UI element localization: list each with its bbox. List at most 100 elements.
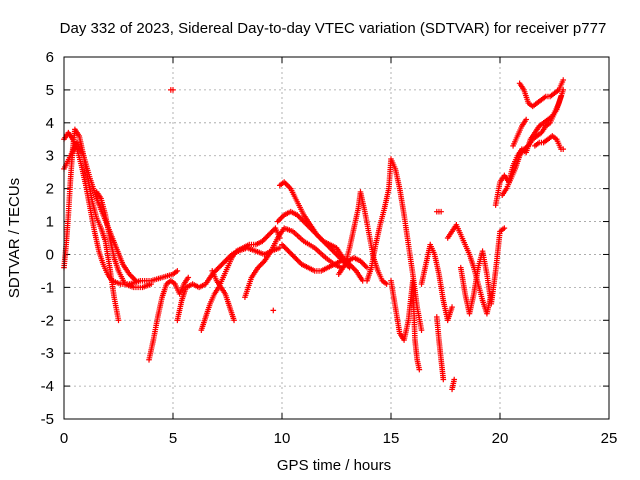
data-point-marker	[360, 260, 366, 267]
series-track-g	[198, 225, 283, 333]
data-point-marker	[218, 262, 225, 268]
series-track-x	[499, 87, 567, 199]
data-point-marker	[318, 235, 324, 242]
tick-labels: 0 5 10 15 20 25 -5 -4 -3 -2 -1 0 1 2 3 4 5 6	[41, 49, 618, 447]
data-point-marker	[268, 229, 275, 235]
series-track-aa	[532, 133, 567, 152]
data-point-marker	[259, 260, 265, 267]
data-point-marker	[283, 245, 289, 252]
data-point-marker	[219, 260, 226, 267]
data-point-marker	[560, 77, 567, 83]
series-track-y	[510, 116, 529, 149]
series-track-b	[61, 129, 181, 287]
data-point-marker	[217, 263, 223, 270]
data-point-marker	[129, 274, 135, 280]
data-point-marker	[292, 254, 298, 261]
data-point-marker	[185, 274, 192, 281]
y-tick-label: 2	[46, 181, 54, 198]
data-point-marker	[277, 216, 284, 222]
data-point-marker	[316, 234, 323, 241]
data-point-marker	[133, 277, 139, 284]
y-tick-label: -1	[41, 279, 54, 296]
data-point-marker	[266, 231, 272, 238]
data-point-marker	[148, 281, 154, 287]
x-tick-label: 20	[492, 430, 509, 447]
y-tick-label: -4	[41, 378, 54, 395]
data-point-marker	[289, 252, 296, 258]
data-point-marker	[449, 304, 455, 310]
y-tick-label: 5	[46, 82, 54, 99]
data-point-marker	[440, 376, 447, 383]
data-point-marker	[281, 244, 288, 251]
series-track-t	[449, 376, 458, 393]
data-point-marker	[346, 264, 353, 271]
data-point-marker	[282, 180, 289, 187]
data-point-marker	[418, 327, 425, 333]
data-point-marker	[174, 268, 181, 274]
grid-lines	[64, 57, 609, 419]
x-tick-label: 25	[601, 430, 618, 447]
data-point-marker	[270, 227, 276, 234]
data-point-marker	[221, 259, 227, 266]
data-point-marker	[262, 235, 268, 242]
data-point-marker	[362, 263, 369, 270]
plot-frame	[63, 56, 610, 420]
y-tick-label: 6	[46, 49, 54, 66]
data-point-marker	[215, 264, 222, 271]
series-track-m	[279, 241, 370, 274]
series-track-outlier	[168, 87, 176, 93]
data-point-marker	[170, 87, 176, 93]
y-tick-label: 0	[46, 246, 54, 263]
series-track-z	[516, 77, 567, 110]
data-point-marker	[361, 262, 368, 268]
x-axis-label: GPS time / hours	[277, 457, 391, 474]
data-point-marker	[297, 214, 303, 221]
data-point-marker	[263, 234, 270, 241]
x-tick-label: 10	[274, 430, 291, 447]
chart-title: Day 332 of 2023, Sidereal Day-to-day VTE…	[60, 20, 607, 37]
data-point-marker	[501, 225, 508, 231]
x-tick-label: 5	[169, 430, 177, 447]
data-point-marker	[438, 208, 444, 215]
series-track-i	[242, 225, 344, 301]
data-point-marker	[214, 266, 221, 272]
y-tick-label: 4	[46, 115, 54, 132]
series-track-v	[457, 225, 508, 317]
data-point-marker	[350, 265, 357, 272]
series-track-s	[433, 208, 444, 215]
series-track-q	[418, 241, 455, 324]
y-tick-label: -3	[41, 345, 54, 362]
data-point-marker	[278, 214, 285, 221]
x-tick-label: 0	[60, 430, 68, 447]
y-tick-label: -2	[41, 312, 54, 329]
series-track-d	[93, 189, 154, 291]
data-point-marker	[231, 317, 237, 324]
data-point-marker	[257, 262, 264, 268]
data-point-marker	[267, 230, 274, 237]
series-track-l	[274, 208, 353, 271]
data-point-marker	[264, 233, 271, 239]
series-track-n	[335, 189, 390, 287]
data-point-marker	[285, 248, 292, 254]
data-point-marker	[293, 256, 300, 262]
data-point-marker	[416, 366, 423, 373]
data-point-marker	[287, 249, 293, 256]
series-track-h	[209, 268, 237, 324]
axis-ticks	[63, 56, 610, 420]
y-tick-label: -5	[41, 411, 54, 428]
data-point-marker	[274, 218, 281, 225]
series-track-r	[433, 314, 447, 383]
series-track-e	[146, 274, 192, 363]
data-point-marker	[560, 146, 567, 152]
data-point-marker	[296, 258, 302, 265]
data-point-marker	[270, 307, 277, 314]
data-point-marker	[294, 257, 301, 264]
series-track-p	[388, 277, 423, 373]
data-point-marker	[285, 183, 291, 189]
data-point-marker	[349, 264, 355, 270]
data-point-marker	[277, 245, 283, 251]
series-track-j	[270, 307, 277, 314]
y-tick-label: 3	[46, 148, 54, 165]
data-point-marker	[288, 250, 294, 257]
